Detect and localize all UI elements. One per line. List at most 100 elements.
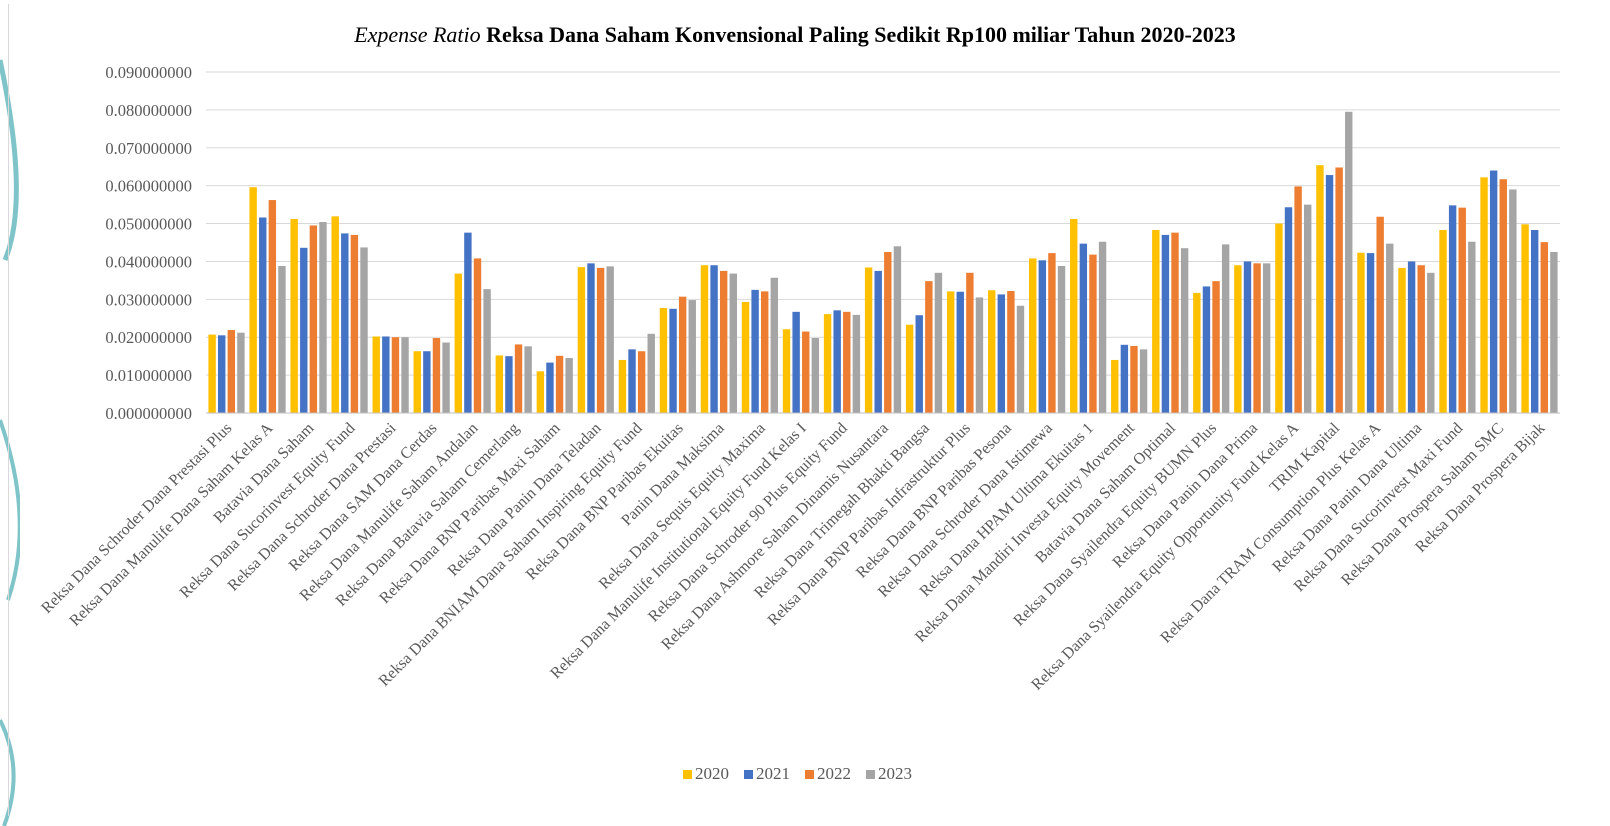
bar-2020	[864, 267, 873, 413]
bar-2021	[997, 294, 1005, 413]
bar-2020	[946, 291, 955, 413]
bar-2023	[606, 266, 614, 413]
bar-2023	[1180, 248, 1189, 413]
bar-2021	[587, 263, 595, 413]
bar-2022	[473, 258, 482, 413]
bar-2022	[391, 337, 400, 413]
legend-label-2022: 2022	[817, 764, 851, 783]
bar-2023	[483, 289, 491, 413]
bar-2020	[741, 301, 750, 413]
bar-2021	[1489, 170, 1498, 413]
bar-2022	[966, 272, 974, 413]
bar-2023	[524, 346, 532, 413]
bar-2022	[637, 351, 646, 413]
bar-2021	[1038, 260, 1047, 413]
bar-2023	[729, 273, 737, 413]
bar-2021	[628, 349, 636, 413]
bar-2023	[770, 277, 779, 413]
bar-2020	[618, 359, 627, 413]
x-axis-category-labels: Reksa Dana Schroder Dana Prestasi Plus Re…	[38, 419, 1548, 693]
bar-2022	[1089, 254, 1097, 413]
bar-2022	[1171, 232, 1179, 413]
bar-2020	[413, 351, 421, 413]
legend-swatch-2022	[805, 770, 814, 779]
bar-2022	[1417, 265, 1425, 413]
bar-2021	[341, 233, 349, 413]
bar-2021	[956, 291, 964, 413]
bar-2023	[1304, 204, 1312, 413]
bar-2022	[802, 331, 810, 413]
bar-2023	[1098, 241, 1107, 413]
bar-2022	[1048, 253, 1056, 413]
bar-2020	[1480, 177, 1488, 413]
gridlines	[206, 71, 1560, 376]
bar-2020	[1152, 229, 1160, 413]
y-tick-label: 0.000000000	[105, 404, 192, 423]
bar-2022	[596, 267, 605, 413]
bar-2023	[1509, 189, 1517, 413]
bar-2023	[1139, 349, 1148, 413]
bar-2022	[309, 225, 318, 413]
bar-2021	[218, 335, 226, 413]
chart-frame	[8, 4, 1607, 816]
bar-2020	[249, 187, 257, 413]
bar-2021	[546, 362, 554, 413]
category-label: Reksa Dana Panin Dana Ultima	[1269, 420, 1425, 576]
bar-2023	[1345, 111, 1353, 414]
bar-2022	[1007, 290, 1015, 413]
bar-2020	[1275, 223, 1283, 413]
bar-2021	[915, 315, 923, 413]
bar-2023	[1016, 305, 1025, 413]
bar-2021	[1202, 286, 1211, 413]
bar-2020	[700, 265, 709, 413]
bar-2021	[1530, 229, 1539, 413]
bar-2022	[1212, 281, 1220, 413]
bar-2022	[1294, 186, 1302, 413]
bar-2020	[782, 329, 791, 413]
bar-2021	[300, 247, 308, 413]
bar-2020	[987, 290, 996, 413]
bar-2021	[464, 232, 472, 413]
y-tick-label: 0.080000000	[105, 101, 192, 120]
bar-2021	[1161, 234, 1170, 413]
bar-2023	[360, 247, 368, 413]
bar-2021	[669, 308, 677, 413]
category-label: Reksa Dana Syailendra Equity Opportunity…	[1028, 419, 1302, 693]
bar-2023	[1550, 251, 1558, 413]
y-tick-label: 0.090000000	[105, 63, 192, 82]
bar-2020	[290, 219, 298, 413]
bar-2021	[874, 270, 882, 413]
bar-2023	[647, 333, 655, 413]
bar-2023	[1386, 243, 1394, 413]
legend-swatch-2021	[744, 770, 753, 779]
bar-2023	[278, 265, 286, 413]
bar-2022	[555, 355, 564, 413]
bar-2021	[505, 356, 513, 413]
bar-2023	[975, 297, 984, 413]
bar-2022	[1335, 167, 1343, 413]
y-axis-ticks: 0.000000000 0.010000000 0.020000000 0.03000…	[105, 63, 192, 423]
bar-2021	[259, 217, 267, 413]
bar-2022	[268, 200, 277, 413]
bar-2021	[1243, 261, 1252, 413]
bar-2021	[833, 310, 841, 413]
bar-2020	[1070, 219, 1078, 413]
legend-label-2021: 2021	[756, 764, 790, 783]
bar-2022	[1499, 179, 1507, 413]
bar-2020	[905, 324, 914, 413]
bar-2020	[1316, 165, 1324, 413]
y-tick-label: 0.070000000	[105, 139, 192, 158]
chart-title-italic: Expense Ratio	[353, 22, 480, 47]
bar-2020	[208, 334, 216, 413]
y-tick-label: 0.030000000	[105, 290, 192, 309]
y-tick-label: 0.040000000	[105, 252, 192, 271]
bar-2022	[350, 234, 359, 413]
bar-2022	[843, 311, 851, 413]
bar-2022	[1458, 207, 1466, 413]
bar-2020	[659, 308, 668, 413]
bar-2023	[1468, 241, 1476, 413]
bar-2020	[1439, 229, 1447, 413]
y-tick-label: 0.060000000	[105, 177, 192, 196]
bar-2020	[331, 216, 339, 413]
